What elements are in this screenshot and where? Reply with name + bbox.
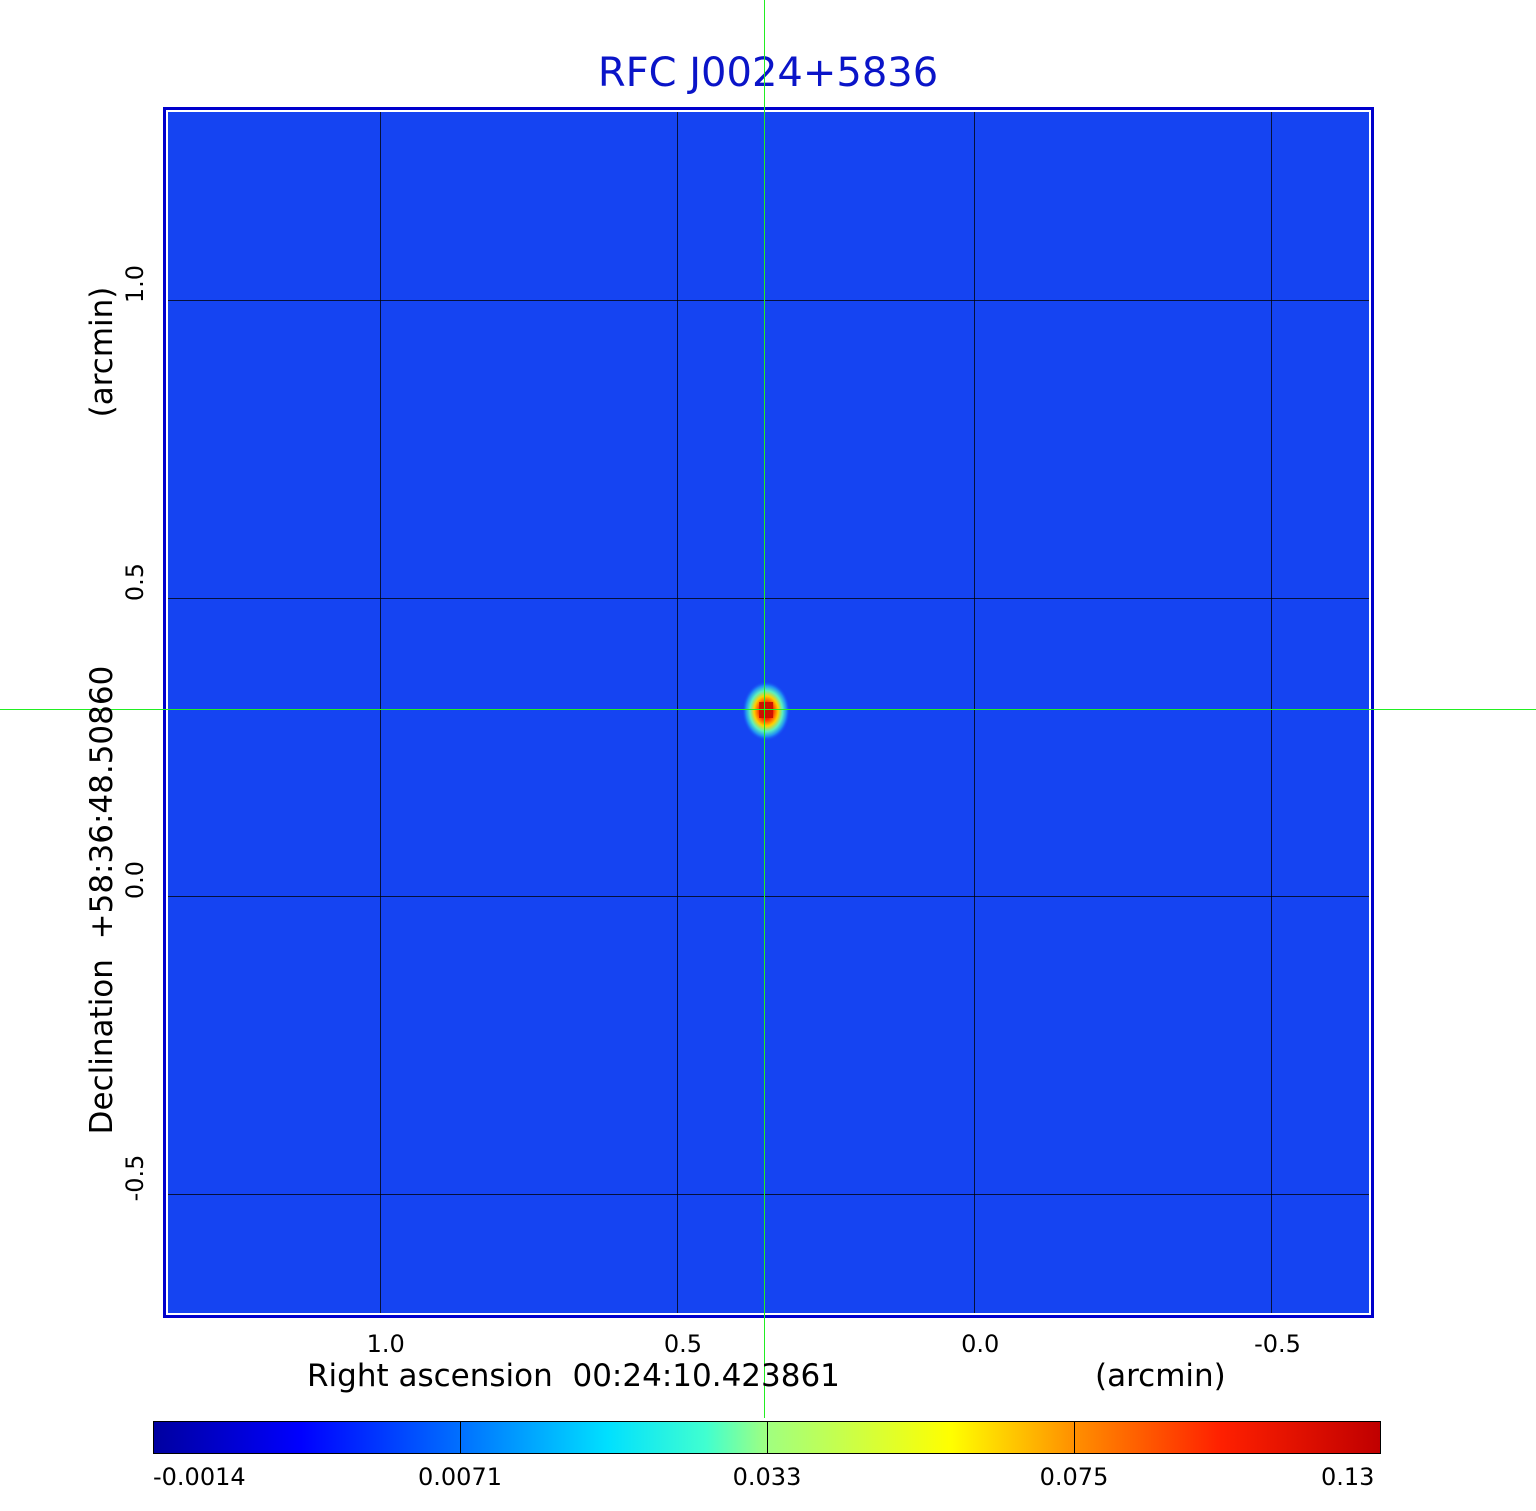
source-core	[759, 702, 774, 719]
y-tick-label: 0.0	[121, 860, 149, 899]
colorbar-tick-label: 0.0071	[418, 1463, 502, 1491]
colorbar-tick-label: -0.0014	[153, 1463, 246, 1491]
grid-line-y	[168, 299, 1369, 301]
grid-line-x	[379, 112, 381, 1313]
plot-frame	[163, 107, 1374, 1318]
image-map	[168, 112, 1369, 1313]
x-tick-label: 0.5	[663, 1330, 703, 1358]
x-tick-label: 0.0	[961, 1330, 1000, 1358]
colorbar-tick-mark	[767, 1421, 768, 1454]
chart-title: RFC J0024+5836	[597, 50, 939, 96]
colorbar-tick-label: 0.13	[1321, 1463, 1375, 1491]
grid-line-y	[168, 1193, 1369, 1195]
grid-line-x	[974, 112, 976, 1313]
grid-line-y	[168, 895, 1369, 897]
x-tick-label: 1.0	[366, 1330, 405, 1358]
crosshair-horizontal	[0, 709, 1536, 710]
y-tick-label: 0.5	[121, 562, 149, 601]
y-tick-label: 1.0	[121, 264, 149, 303]
x-tick-label: -0.5	[1254, 1330, 1301, 1358]
intensity-map-svg	[742, 681, 791, 742]
x-axis-label: Right ascension 00:24:10.423861	[307, 1358, 840, 1394]
y-axis-label: Declination +58:36:48.50860	[84, 665, 120, 1135]
grid-line-y	[168, 597, 1369, 599]
colorbar-tick-mark	[1074, 1421, 1075, 1454]
y-axis-unit: (arcmin)	[84, 286, 120, 418]
x-axis-unit: (arcmin)	[1095, 1358, 1226, 1394]
grid-line-x	[1271, 112, 1273, 1313]
colorbar-tick-label: 0.033	[732, 1463, 802, 1491]
colorbar-tick-label: 0.075	[1039, 1463, 1109, 1491]
y-tick-label: -0.5	[121, 1154, 149, 1202]
grid-line-x	[676, 112, 678, 1313]
colorbar-tick-mark	[460, 1421, 461, 1454]
